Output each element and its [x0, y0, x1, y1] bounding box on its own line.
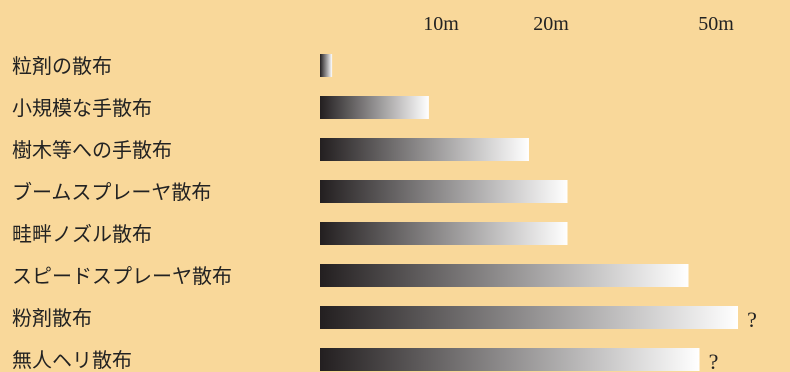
bars	[320, 54, 738, 371]
bar	[320, 180, 568, 203]
category-labels: 粒剤の散布小規模な手散布樹木等への手散布ブームスプレーヤ散布畦畔ノズル散布スピー…	[12, 54, 232, 372]
bar	[320, 306, 738, 329]
x-tick-label: 10m	[423, 13, 459, 35]
category-label: 樹木等への手散布	[12, 138, 172, 162]
category-label: ブームスプレーヤ散布	[12, 180, 211, 204]
category-label: 小規模な手散布	[12, 96, 152, 120]
x-tick-label: 20m	[533, 13, 569, 35]
category-label: 粉剤散布	[12, 306, 92, 330]
bar	[320, 348, 700, 371]
bar-annotations: ??	[709, 307, 757, 372]
bar	[320, 54, 333, 77]
x-tick-label: 50m	[698, 13, 734, 35]
category-label: 無人ヘリ散布	[12, 348, 132, 372]
bar-annotation: ?	[747, 307, 757, 332]
bar-annotation: ?	[709, 349, 719, 372]
bar	[320, 264, 689, 287]
category-label: 畦畔ノズル散布	[12, 222, 152, 246]
category-label: スピードスプレーヤ散布	[12, 264, 232, 288]
bar	[320, 138, 529, 161]
category-label: 粒剤の散布	[12, 54, 112, 78]
x-axis-ticks: 10m 20m 50m	[423, 13, 734, 35]
bar	[320, 222, 568, 245]
bar	[320, 96, 429, 119]
